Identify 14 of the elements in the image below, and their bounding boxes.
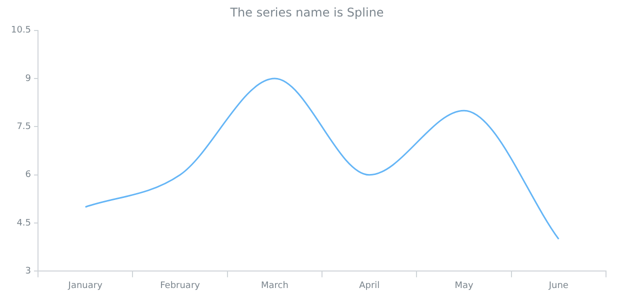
y-tick-label: 3 [25,266,32,277]
x-tick-label: February [160,280,201,291]
x-tick-label: April [359,280,380,291]
y-tick-label: 9 [25,74,32,84]
y-tick-label: 7.5 [16,122,32,132]
x-tick-label: March [260,280,288,291]
line-series [84,78,560,240]
x-tick-label: May [454,280,474,291]
y-tick-label: 4.5 [16,218,32,228]
y-tick-label: 6 [25,170,32,180]
y-tick-label: 10.5 [10,26,32,36]
x-tick-label: June [548,280,569,291]
chart-title: The series name is Spline [229,5,384,20]
x-tick-label: January [67,280,104,291]
